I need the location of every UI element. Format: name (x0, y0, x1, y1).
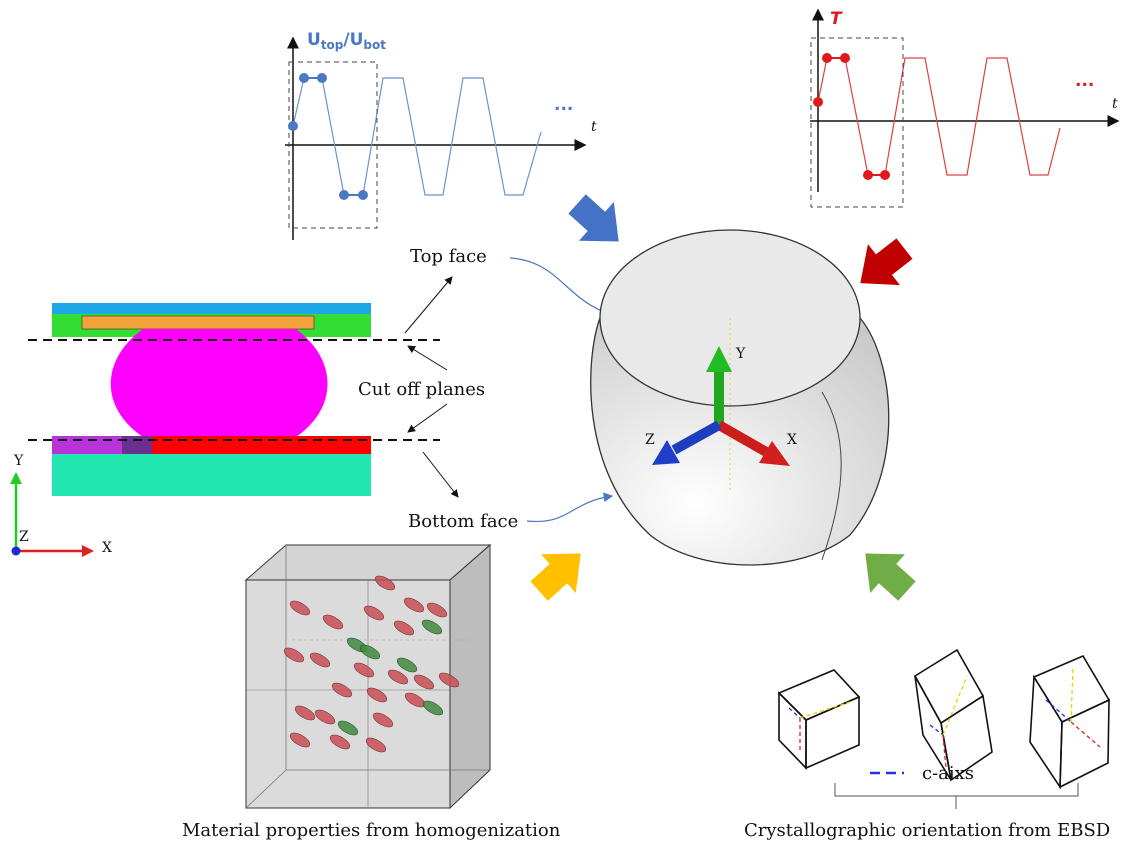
cube-side-face (449, 543, 491, 810)
center-z-axis (671, 420, 722, 455)
blue-load-arrow (568, 194, 619, 242)
center-z-label: Z (645, 432, 655, 448)
bottom-face-connector (526, 492, 614, 523)
grain-model: Y X Z (590, 229, 890, 566)
left-z-axis (11, 546, 21, 556)
left-x-label: X (102, 540, 112, 556)
red-load-arrow (860, 238, 913, 286)
cube-top-face (244, 544, 492, 581)
cut-off-planes-label: Cut off planes (358, 379, 485, 400)
top-face-pointer (404, 276, 453, 334)
bottom-face-label: Bottom face (408, 511, 518, 532)
crystal-bracket (834, 783, 1079, 809)
displacement-waveform (292, 77, 542, 196)
yellow-input-arrow (530, 553, 581, 601)
material-caption: Material properties from homogenization (182, 820, 561, 841)
c-axis-legend-label: c-aixs (922, 763, 974, 784)
red-inclusions (283, 575, 460, 753)
temperature-waveform (817, 57, 1061, 176)
crystal-caption: Crystallographic orientation from EBSD (744, 820, 1110, 841)
temp-first-cycle-box (810, 37, 904, 208)
green-inclusions (337, 619, 444, 736)
temperature-points (813, 53, 890, 180)
displacement-y-label: Utop/Ubot (307, 30, 386, 52)
top-copper-pad (81, 315, 315, 330)
bottom-face-pointer (422, 451, 459, 498)
displacement-ellipsis: ... (554, 95, 573, 115)
first-cycle-box (288, 61, 378, 229)
crystal-cube-2 (913, 648, 993, 782)
displacement-points (288, 73, 368, 200)
temp-y-label: T (830, 9, 843, 29)
center-x-label: X (787, 432, 797, 448)
left-y-label: Y (13, 453, 24, 469)
displacement-plot: Utop/Ubot ... t (285, 30, 597, 240)
center-y-label: Y (735, 346, 746, 362)
grain-boundary-line (821, 391, 842, 561)
crystal-cube-3 (1029, 654, 1111, 790)
solder-joint-section (28, 303, 440, 496)
temperature-plot: T ... t (810, 8, 1120, 208)
bottom-imc-left (52, 436, 122, 454)
crystal-cube-1 (777, 669, 861, 770)
cut-plane-pointer-bottom (407, 403, 448, 433)
temp-x-label: t (1112, 96, 1118, 112)
cut-plane-pointer-top (407, 345, 448, 371)
green-input-arrow (865, 553, 916, 601)
left-axis-triad: Y Z X (10, 453, 112, 557)
solder-ball (110, 329, 328, 437)
bottom-substrate (52, 454, 371, 496)
bottom-imc-dark (122, 436, 152, 454)
left-z-label: Z (19, 529, 29, 545)
displacement-x-label: t (591, 119, 597, 135)
homogenization-cube (244, 543, 492, 810)
center-x-axis (716, 420, 771, 458)
crystal-orientations (777, 648, 1111, 790)
top-face-label: Top face (410, 246, 487, 267)
top-substrate (52, 303, 371, 314)
temp-ellipsis: ... (1075, 71, 1094, 91)
